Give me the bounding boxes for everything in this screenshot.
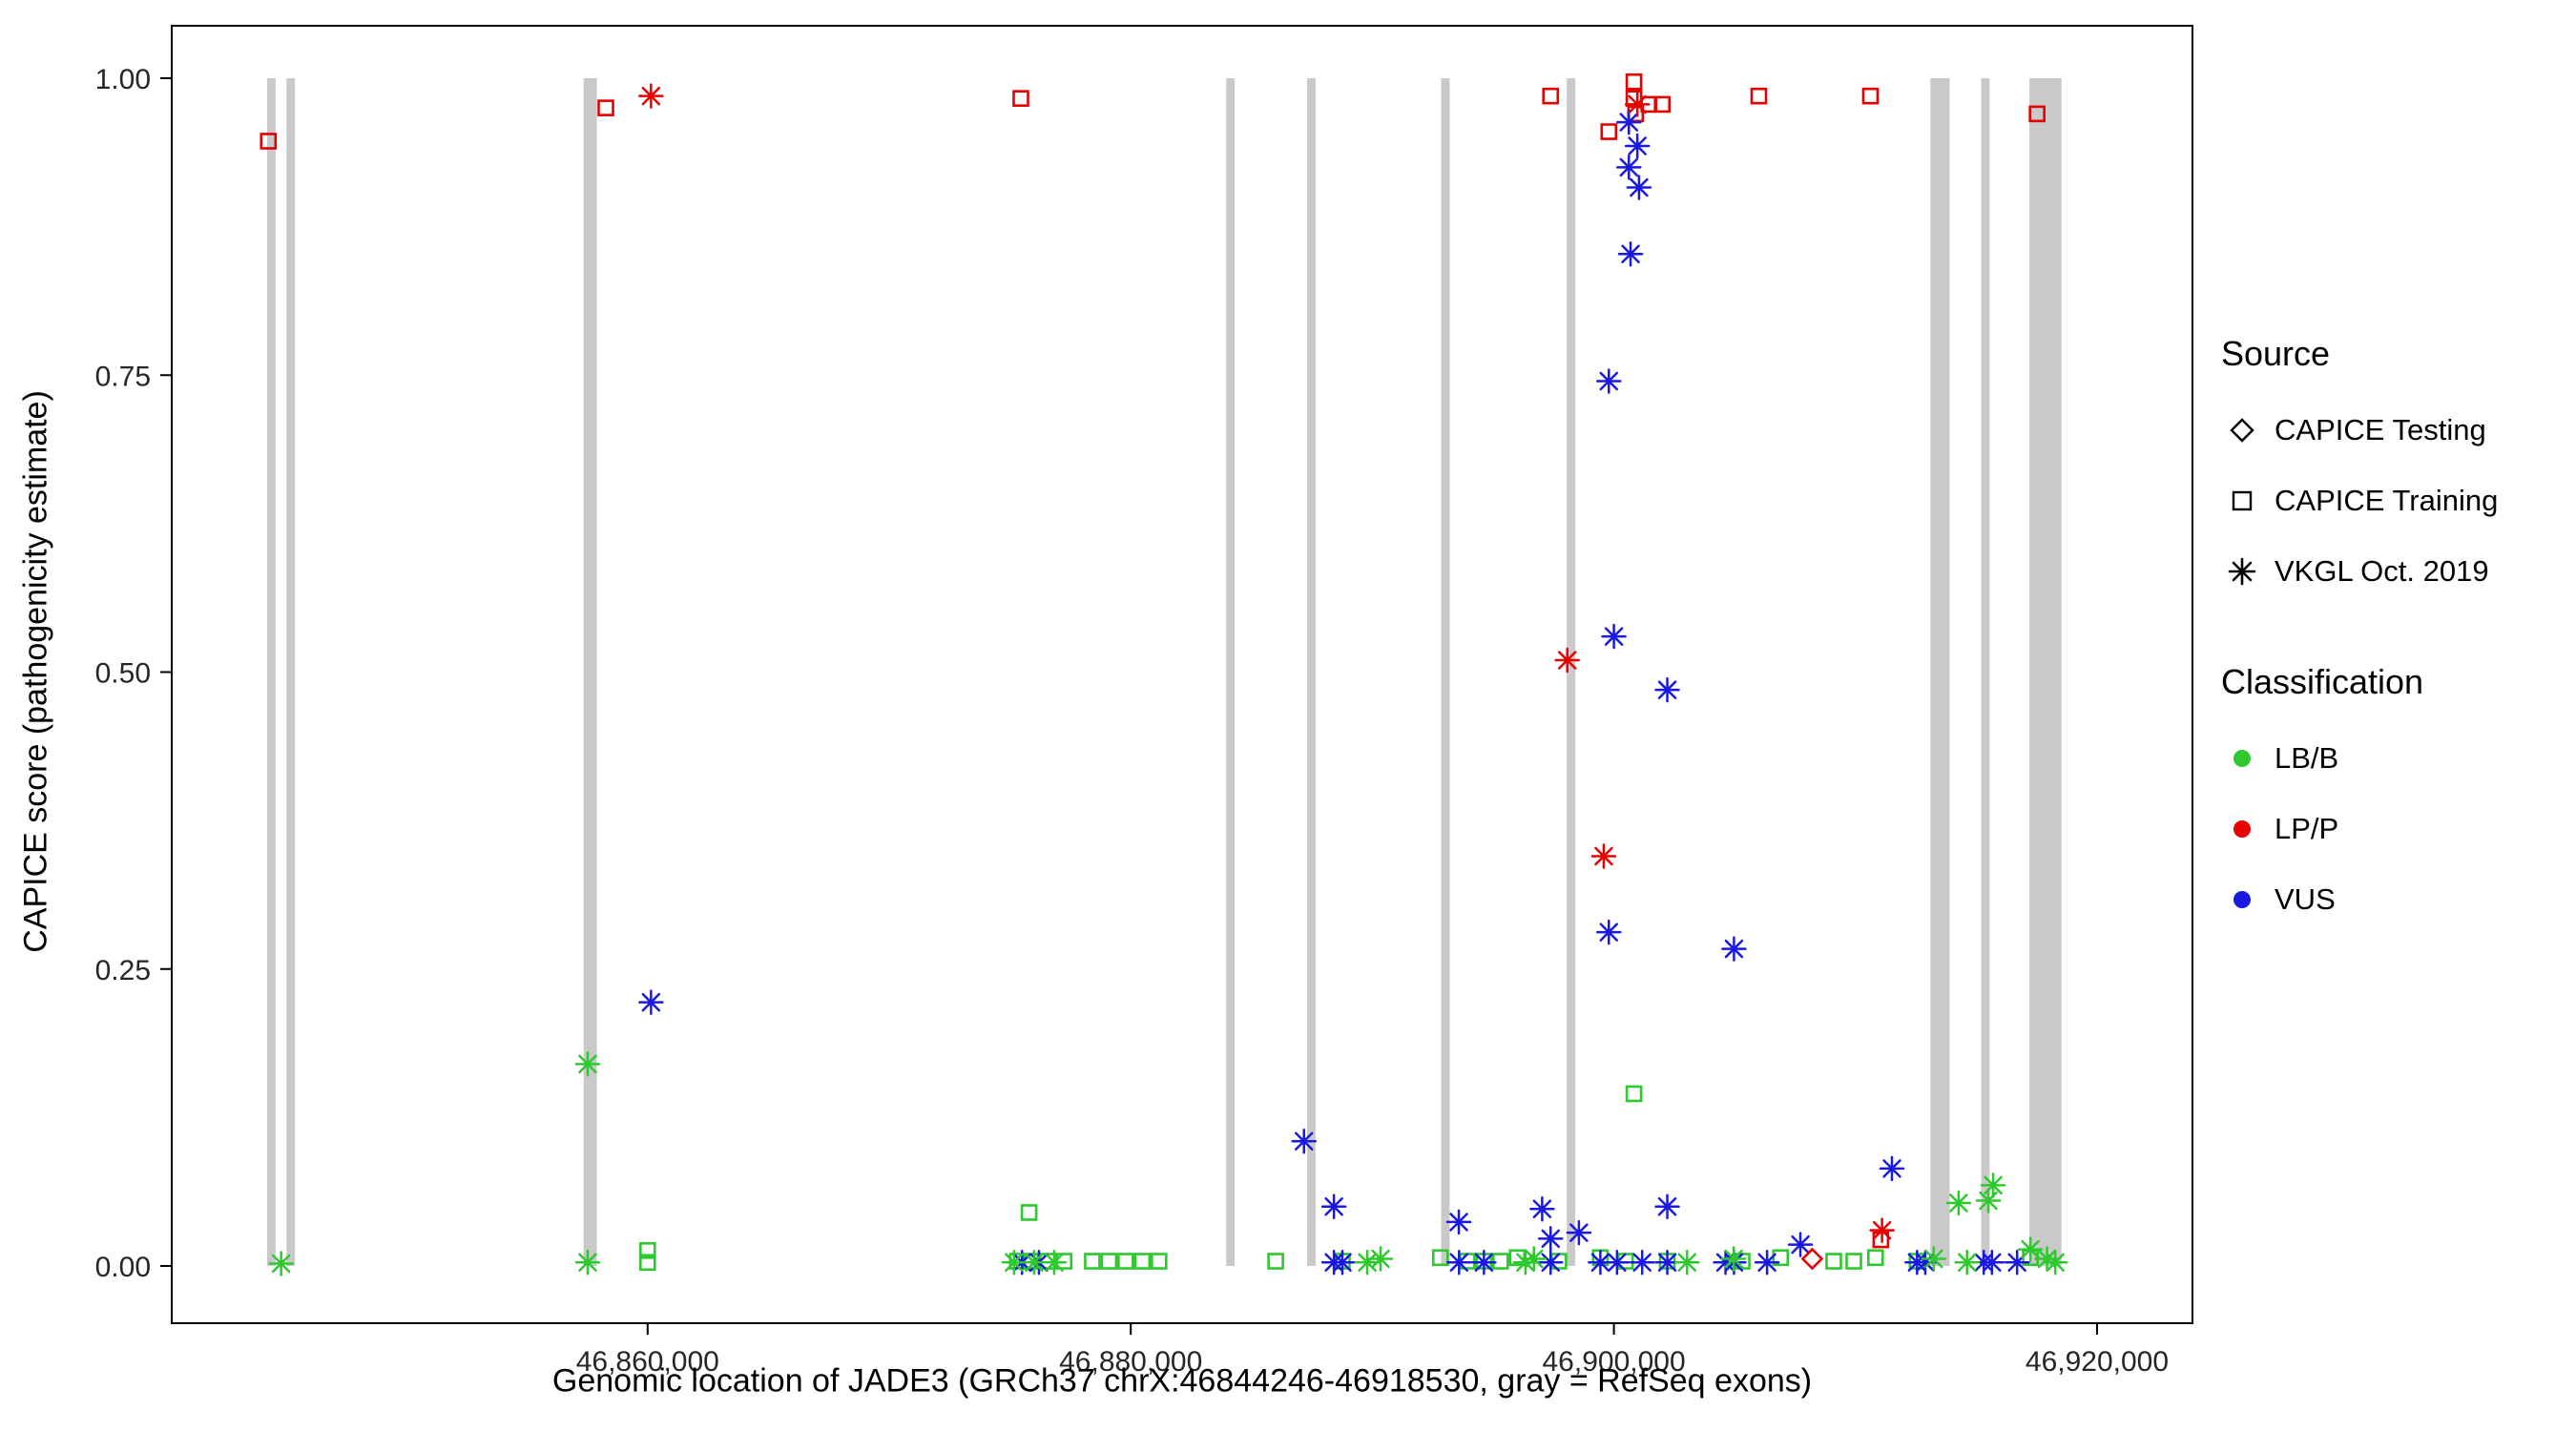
x-axis-label: Genomic location of JADE3 (GRCh37 chrX:4… xyxy=(551,1362,1813,1400)
legend-label-capice-testing: CAPICE Testing xyxy=(2275,413,2486,446)
legend-item-vus: VUS xyxy=(2221,864,2565,935)
diamond-icon xyxy=(2230,418,2254,443)
svg-text:0.00: 0.00 xyxy=(95,1252,151,1283)
svg-text:1.00: 1.00 xyxy=(95,64,151,95)
green-dot-icon xyxy=(2233,750,2251,767)
svg-text:46,860,000: 46,860,000 xyxy=(576,1346,719,1378)
legend-label-lpp: LP/P xyxy=(2275,812,2339,845)
legend: Source CAPICE Testing CAPICE Training xyxy=(2221,334,2565,935)
legend-label-lbb: LB/B xyxy=(2275,741,2339,775)
legend-item-capice-testing: CAPICE Testing xyxy=(2221,395,2565,466)
red-dot-icon xyxy=(2233,820,2251,838)
legend-source-title: Source xyxy=(2221,334,2331,373)
svg-text:46,880,000: 46,880,000 xyxy=(1059,1346,1202,1378)
svg-text:46,900,000: 46,900,000 xyxy=(1543,1346,1686,1378)
svg-text:0.75: 0.75 xyxy=(95,361,151,392)
legend-classification-title: Classification xyxy=(2221,662,2424,701)
y-axis-label: CAPICE score (pathogenicity estimate) xyxy=(17,390,54,953)
asterisk-icon xyxy=(2228,557,2256,586)
svg-text:0.50: 0.50 xyxy=(95,658,151,690)
legend-spacer xyxy=(2221,607,2565,662)
legend-item-lbb: LB/B xyxy=(2221,723,2565,794)
square-icon xyxy=(2232,490,2253,511)
legend-label-vus: VUS xyxy=(2275,882,2336,916)
legend-item-lpp: LP/P xyxy=(2221,794,2565,864)
svg-text:0.25: 0.25 xyxy=(95,955,151,986)
legend-item-capice-training: CAPICE Training xyxy=(2221,466,2565,536)
legend-item-vkgl: VKGL Oct. 2019 xyxy=(2221,536,2565,607)
blue-dot-icon xyxy=(2233,891,2251,908)
svg-text:46,920,000: 46,920,000 xyxy=(2025,1346,2169,1378)
legend-label-vkgl: VKGL Oct. 2019 xyxy=(2275,554,2489,588)
legend-label-capice-training: CAPICE Training xyxy=(2275,484,2499,517)
